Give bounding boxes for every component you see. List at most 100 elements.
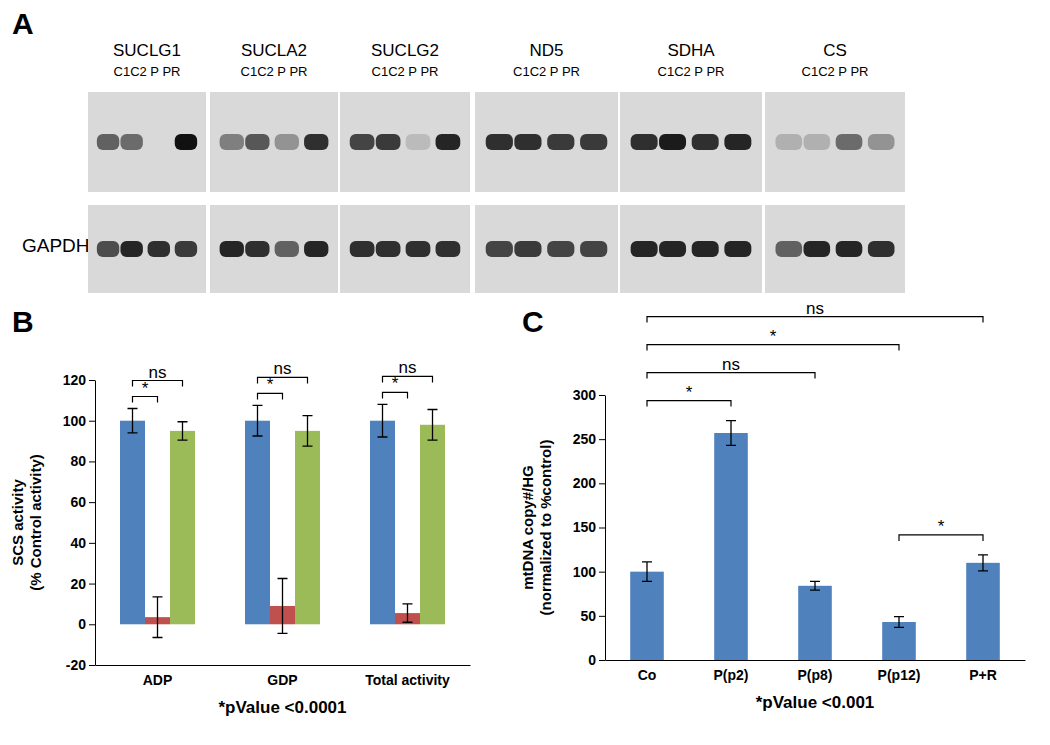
blot: CSC1C2 P PR	[765, 41, 905, 293]
tick: 300	[573, 387, 605, 403]
tick-label: Total activity	[365, 672, 450, 688]
tick: 150	[573, 519, 605, 535]
loading-band	[659, 241, 686, 257]
lane-header: C1C2 P PR	[114, 64, 181, 79]
error-bar	[894, 617, 904, 628]
loading-band	[350, 241, 375, 257]
loading-band	[692, 241, 719, 257]
tick-label: 150	[573, 519, 597, 535]
bar	[245, 421, 270, 625]
tick-label: P+R	[969, 667, 997, 683]
target-band	[631, 134, 658, 150]
figure: ABCGAPDHSUCLG1C1C2 P PRSUCLA2C1C2 P PRSU…	[0, 0, 1050, 745]
target-band	[547, 134, 574, 150]
tick: -20	[66, 657, 95, 673]
panel-label: A	[12, 7, 34, 40]
target-band	[376, 134, 401, 150]
lane-header: C1C2 P PR	[372, 64, 439, 79]
bar	[370, 421, 395, 625]
tick: ADP	[143, 672, 173, 688]
target-band	[692, 134, 719, 150]
tick: 60	[70, 494, 95, 510]
tick-mark	[599, 395, 605, 396]
target-band	[97, 134, 119, 150]
loading-band	[486, 241, 513, 257]
tick: Total activity	[365, 672, 450, 688]
tick-label: 0	[588, 652, 596, 668]
error-bar	[642, 562, 652, 581]
axis-line	[95, 381, 96, 666]
blot-membrane	[475, 92, 618, 192]
blot-membrane	[475, 205, 618, 293]
target-band	[486, 134, 513, 150]
plot-area	[120, 404, 445, 637]
target-band	[175, 134, 197, 150]
target-band	[836, 134, 863, 150]
note: *pValue <0.0001	[218, 698, 346, 717]
blot: SUCLA2C1C2 P PR	[210, 41, 338, 293]
tick: P(p2)	[714, 667, 749, 683]
tick-label: -20	[66, 657, 86, 673]
error-bar	[403, 604, 413, 622]
target-band	[580, 134, 607, 150]
plot-area	[630, 421, 1000, 660]
lane-header: C1C2 P PR	[802, 64, 869, 79]
loading-band	[275, 241, 299, 257]
error-bar	[278, 578, 288, 633]
error-bar	[378, 404, 388, 437]
tick-mark	[89, 421, 95, 422]
loading-band	[776, 241, 803, 257]
target-band	[724, 134, 751, 150]
loading-band	[836, 241, 863, 257]
tick: 100	[63, 413, 95, 429]
annotations: ns*ns**	[647, 299, 983, 541]
lane-header: C1C2 P PR	[241, 64, 308, 79]
bar	[966, 563, 1000, 660]
tick: 250	[573, 431, 605, 447]
target-band	[304, 134, 328, 150]
blot: SDHAC1C2 P PR	[620, 41, 762, 293]
tick-label: 80	[70, 453, 86, 469]
tick: 40	[70, 535, 95, 551]
note: *pValue <0.001	[756, 693, 875, 712]
blot: SUCLG2C1C2 P PR	[340, 41, 470, 293]
target-band	[120, 134, 142, 150]
target-band	[514, 134, 541, 150]
tick-mark	[89, 461, 95, 462]
loading-band	[120, 241, 142, 257]
tick-mark	[599, 616, 605, 617]
tick-mark	[599, 660, 605, 661]
tick-label: 100	[63, 413, 87, 429]
tick-mark	[89, 584, 95, 585]
tick-label: 20	[70, 576, 86, 592]
blot: ND5C1C2 P PR	[475, 41, 618, 293]
loading-band	[514, 241, 541, 257]
y-axis-title-line: mtDNA copy#/HG	[519, 465, 536, 589]
figure-svg: ABCGAPDHSUCLG1C1C2 P PRSUCLA2C1C2 P PRSU…	[0, 0, 1050, 745]
protein-name: ND5	[529, 41, 563, 60]
tick-label: P(p2)	[714, 667, 749, 683]
panel-label: B	[12, 305, 34, 338]
tick: GDP	[267, 672, 297, 688]
tick: 200	[573, 475, 605, 491]
target-band	[406, 134, 431, 150]
chart: 050100150200250300CoP(p2)P(p8)P(p12)P+Rm…	[519, 299, 1026, 712]
chart: -20020406080100120ADPGDPTotal activitySC…	[9, 358, 471, 717]
blot-panel: GAPDHSUCLG1C1C2 P PRSUCLA2C1C2 P PRSUCLG…	[22, 41, 905, 293]
tick-mark	[599, 483, 605, 484]
tick-label: 100	[573, 564, 597, 580]
tick-label: 60	[70, 494, 86, 510]
tick: 100	[573, 564, 605, 580]
target-band	[350, 134, 375, 150]
loading-band	[376, 241, 401, 257]
y-axis-title: mtDNA copy#/HG(normalized to %control)	[519, 440, 554, 616]
loading-band	[245, 241, 269, 257]
tick-label: P(p12)	[878, 667, 921, 683]
blot-membrane	[340, 92, 470, 192]
target-band	[275, 134, 299, 150]
target-band	[659, 134, 686, 150]
blot-membrane	[210, 92, 338, 192]
tick-label: 250	[573, 431, 597, 447]
lane-header: C1C2 P PR	[658, 64, 725, 79]
significance-label: ns	[149, 363, 167, 382]
